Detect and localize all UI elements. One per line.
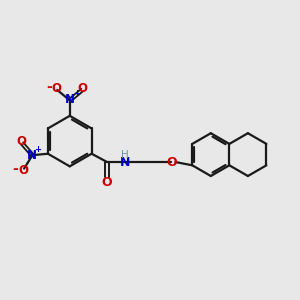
Text: N: N [27, 149, 37, 162]
Text: O: O [52, 82, 62, 95]
Text: O: O [166, 155, 177, 169]
Text: +: + [34, 146, 41, 154]
Text: N: N [65, 93, 75, 106]
Text: N: N [120, 155, 130, 169]
Text: H: H [121, 150, 129, 160]
Text: -: - [12, 162, 18, 176]
Text: O: O [78, 82, 88, 95]
Text: +: + [73, 89, 80, 98]
Text: O: O [19, 164, 28, 177]
Text: O: O [102, 176, 112, 189]
Text: O: O [16, 135, 26, 148]
Text: -: - [46, 80, 52, 94]
